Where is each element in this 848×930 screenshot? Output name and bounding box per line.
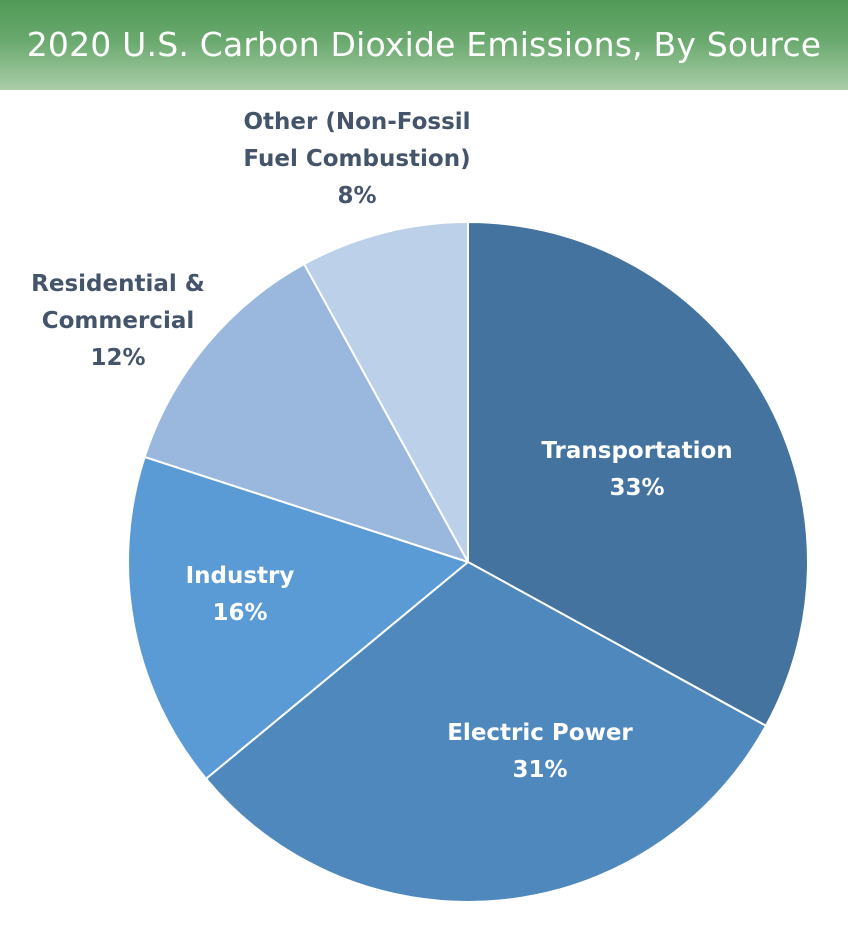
pie-value-label: 12% bbox=[90, 345, 145, 371]
pie-category-label: Industry bbox=[186, 563, 295, 589]
pie-label-residential-commercial: Residential & Commercial 12% bbox=[31, 271, 205, 371]
pie-slice-residential-commercial bbox=[143, 263, 469, 563]
pie-slice-other-non-fossil-fuel-combustion bbox=[303, 221, 469, 563]
pie-value-label: 16% bbox=[212, 600, 267, 626]
pie-label-other-non-fossil-fuel-combustion: Other (Non-Fossil Fuel Combustion) 8% bbox=[243, 109, 470, 209]
chart-title: 2020 U.S. Carbon Dioxide Emissions, By S… bbox=[26, 25, 822, 64]
pie-category-label: Residential & bbox=[31, 271, 205, 297]
pie-value-label: 31% bbox=[512, 757, 567, 783]
pie-labels: Transportation 33% Electric Power 31% Indust… bbox=[31, 109, 732, 783]
title-banner bbox=[0, 0, 848, 90]
pie-value-label: 8% bbox=[337, 183, 376, 209]
pie-category-label: Transportation bbox=[541, 438, 732, 464]
pie-slice-transportation bbox=[467, 221, 809, 727]
pie-category-label: Electric Power bbox=[447, 720, 633, 746]
pie-category-label: Commercial bbox=[42, 308, 194, 334]
pie-label-industry: Industry 16% bbox=[186, 563, 295, 626]
pie-category-label: Other (Non-Fossil bbox=[243, 109, 470, 135]
pie-label-transportation: Transportation 33% bbox=[541, 438, 732, 501]
pie-slice-industry bbox=[127, 455, 469, 780]
pie-slice-electric-power bbox=[205, 561, 767, 903]
pie-label-electric-power: Electric Power 31% bbox=[447, 720, 633, 783]
pie-value-label: 33% bbox=[609, 475, 664, 501]
pie-category-label: Fuel Combustion) bbox=[243, 146, 470, 172]
pie-slices bbox=[127, 221, 809, 903]
